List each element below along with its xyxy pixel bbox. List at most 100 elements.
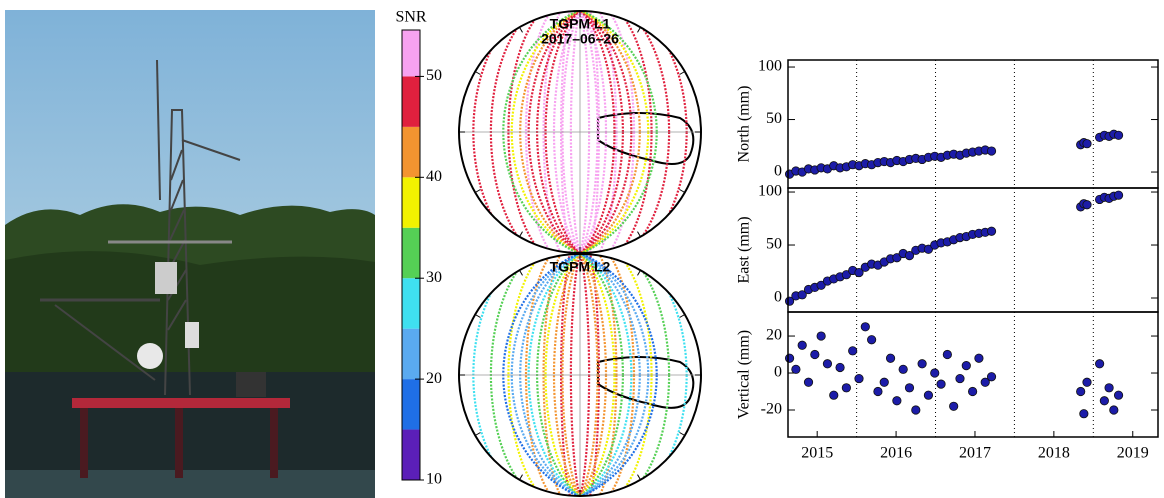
y-tick-label: -20 (761, 401, 782, 418)
point (1113, 390, 1124, 400)
point (911, 405, 921, 415)
point (873, 386, 883, 397)
point (949, 401, 959, 411)
x-tick-label: 2018 (1038, 445, 1070, 462)
azimuth-tick (679, 189, 686, 193)
point (791, 364, 801, 374)
point (816, 331, 826, 341)
y-axis-label: Vertical (mm) (736, 330, 753, 419)
point (835, 362, 845, 373)
point (986, 372, 997, 382)
azimuth-tick (519, 26, 523, 33)
point (816, 280, 826, 290)
tick-label: 40 (426, 168, 442, 185)
point (1109, 405, 1119, 415)
point (986, 146, 997, 156)
color-band (402, 30, 420, 77)
point (860, 322, 870, 332)
point (986, 226, 997, 236)
point (854, 267, 864, 278)
azimuth-tick (637, 474, 641, 481)
y-tick-label: 0 (774, 163, 782, 180)
color-band (402, 429, 420, 480)
y-tick-label: 50 (766, 110, 782, 127)
point (841, 383, 851, 393)
tick-label: 50 (426, 67, 442, 84)
color-band (402, 76, 420, 127)
azimuth-tick (679, 71, 686, 75)
y-tick-label: 0 (774, 364, 782, 381)
azimuth-tick (474, 432, 481, 436)
point (829, 390, 839, 400)
point (841, 270, 851, 280)
point (898, 364, 908, 374)
color-band (402, 379, 420, 430)
track (502, 254, 701, 496)
y-tick-label: 50 (766, 236, 782, 253)
y-axis-label: East (mm) (736, 216, 753, 283)
point (904, 251, 915, 261)
point (980, 377, 990, 387)
point (822, 359, 833, 369)
region-outline (597, 112, 695, 165)
azimuth-tick (519, 231, 523, 238)
point (904, 383, 915, 393)
point (810, 349, 820, 360)
point (917, 359, 927, 369)
x-tick-label: 2017 (959, 445, 991, 462)
point (1082, 139, 1092, 149)
color-band (402, 126, 420, 178)
point (797, 340, 807, 350)
point (867, 335, 877, 345)
point (1104, 383, 1114, 393)
point (955, 373, 965, 384)
point (923, 244, 934, 254)
point (1113, 130, 1124, 140)
plot-frame (787, 187, 1159, 313)
azimuth-tick (637, 269, 641, 276)
azimuth-tick (637, 26, 641, 33)
point (1113, 190, 1124, 200)
point (1095, 359, 1105, 369)
y-tick-label: 100 (758, 58, 782, 75)
x-tick-label: 2016 (880, 445, 912, 462)
point (974, 353, 984, 363)
point (968, 386, 978, 397)
azimuth-tick (474, 189, 481, 193)
azimuth-tick (519, 269, 523, 276)
point (885, 353, 896, 363)
point (803, 377, 814, 387)
sky-title: TGPM L2 (550, 259, 611, 275)
color-band (402, 328, 420, 380)
azimuth-tick (474, 71, 481, 75)
point (784, 353, 795, 363)
color-band (402, 278, 420, 329)
photo (5, 10, 375, 498)
tick-label: 20 (426, 370, 442, 387)
azimuth-tick (474, 314, 481, 318)
point (961, 361, 971, 371)
point (1082, 200, 1092, 210)
tick-label: 30 (426, 269, 442, 286)
y-tick-label: 100 (758, 183, 782, 200)
point (892, 253, 902, 263)
tick-label: 10 (426, 471, 442, 488)
colorbar-title: SNR (395, 9, 426, 26)
point (892, 396, 902, 406)
azimuth-tick (679, 314, 686, 318)
point (1082, 377, 1092, 387)
point (1099, 396, 1109, 406)
region-outline (597, 356, 695, 409)
point (923, 390, 934, 400)
point (942, 349, 952, 360)
point (1076, 386, 1086, 397)
point (936, 379, 946, 389)
color-band (402, 177, 420, 228)
azimuth-tick (679, 432, 686, 436)
point (1079, 409, 1089, 419)
sky-title: TGPM L1 (550, 16, 611, 32)
x-tick-label: 2019 (1117, 445, 1149, 462)
sky-subtitle: 2017–06–26 (541, 31, 619, 47)
colorbar-frame (401, 29, 421, 481)
